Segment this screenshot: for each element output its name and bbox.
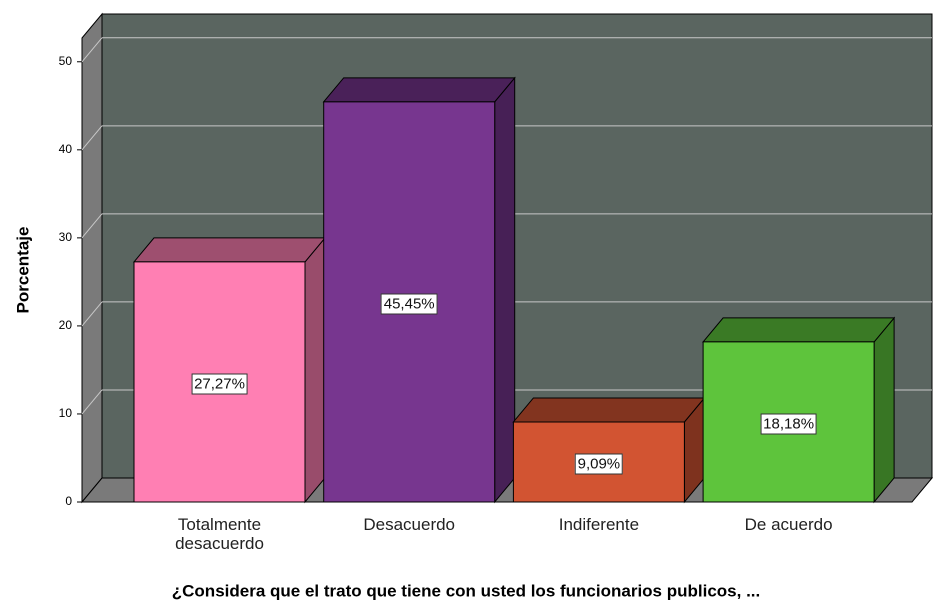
bar-side [494,76,516,504]
bar-top [322,77,516,103]
y-tick-label: 50 [59,54,73,68]
bar [702,316,896,504]
bar-side [873,316,895,504]
y-tick-label: 30 [59,230,73,244]
value-label: 9,09% [574,453,624,475]
bar-top [512,397,706,423]
bar [132,236,327,504]
y-tick-label: 40 [59,142,73,156]
value-label: 45,45% [380,293,438,315]
bar-top [132,237,327,263]
value-label: 18,18% [760,413,818,435]
y-tick-label: 20 [59,318,73,332]
grid-line [81,389,103,415]
left-wall [81,12,103,504]
x-tick-label: Indiferente [558,515,640,534]
x-tick-label: Desacuerdo [363,515,456,534]
bar-top [702,317,896,343]
x-tick-label: De acuerdo [744,515,833,534]
y-tick-label: 0 [65,494,72,508]
bar [512,396,706,504]
bar-side [304,236,326,504]
value-label: 27,27% [191,373,248,395]
grid-line [81,213,103,239]
grid-line [81,125,103,151]
y-tick-label: 10 [59,406,73,420]
grid-line [81,301,103,327]
grid-line [81,37,103,63]
x-axis-title: ¿Considera que el trato que tiene con us… [172,581,760,600]
x-tick-label: Totalmente desacuerdo [175,515,264,553]
bar [322,76,516,504]
y-axis-title: Porcentaje [13,227,32,314]
